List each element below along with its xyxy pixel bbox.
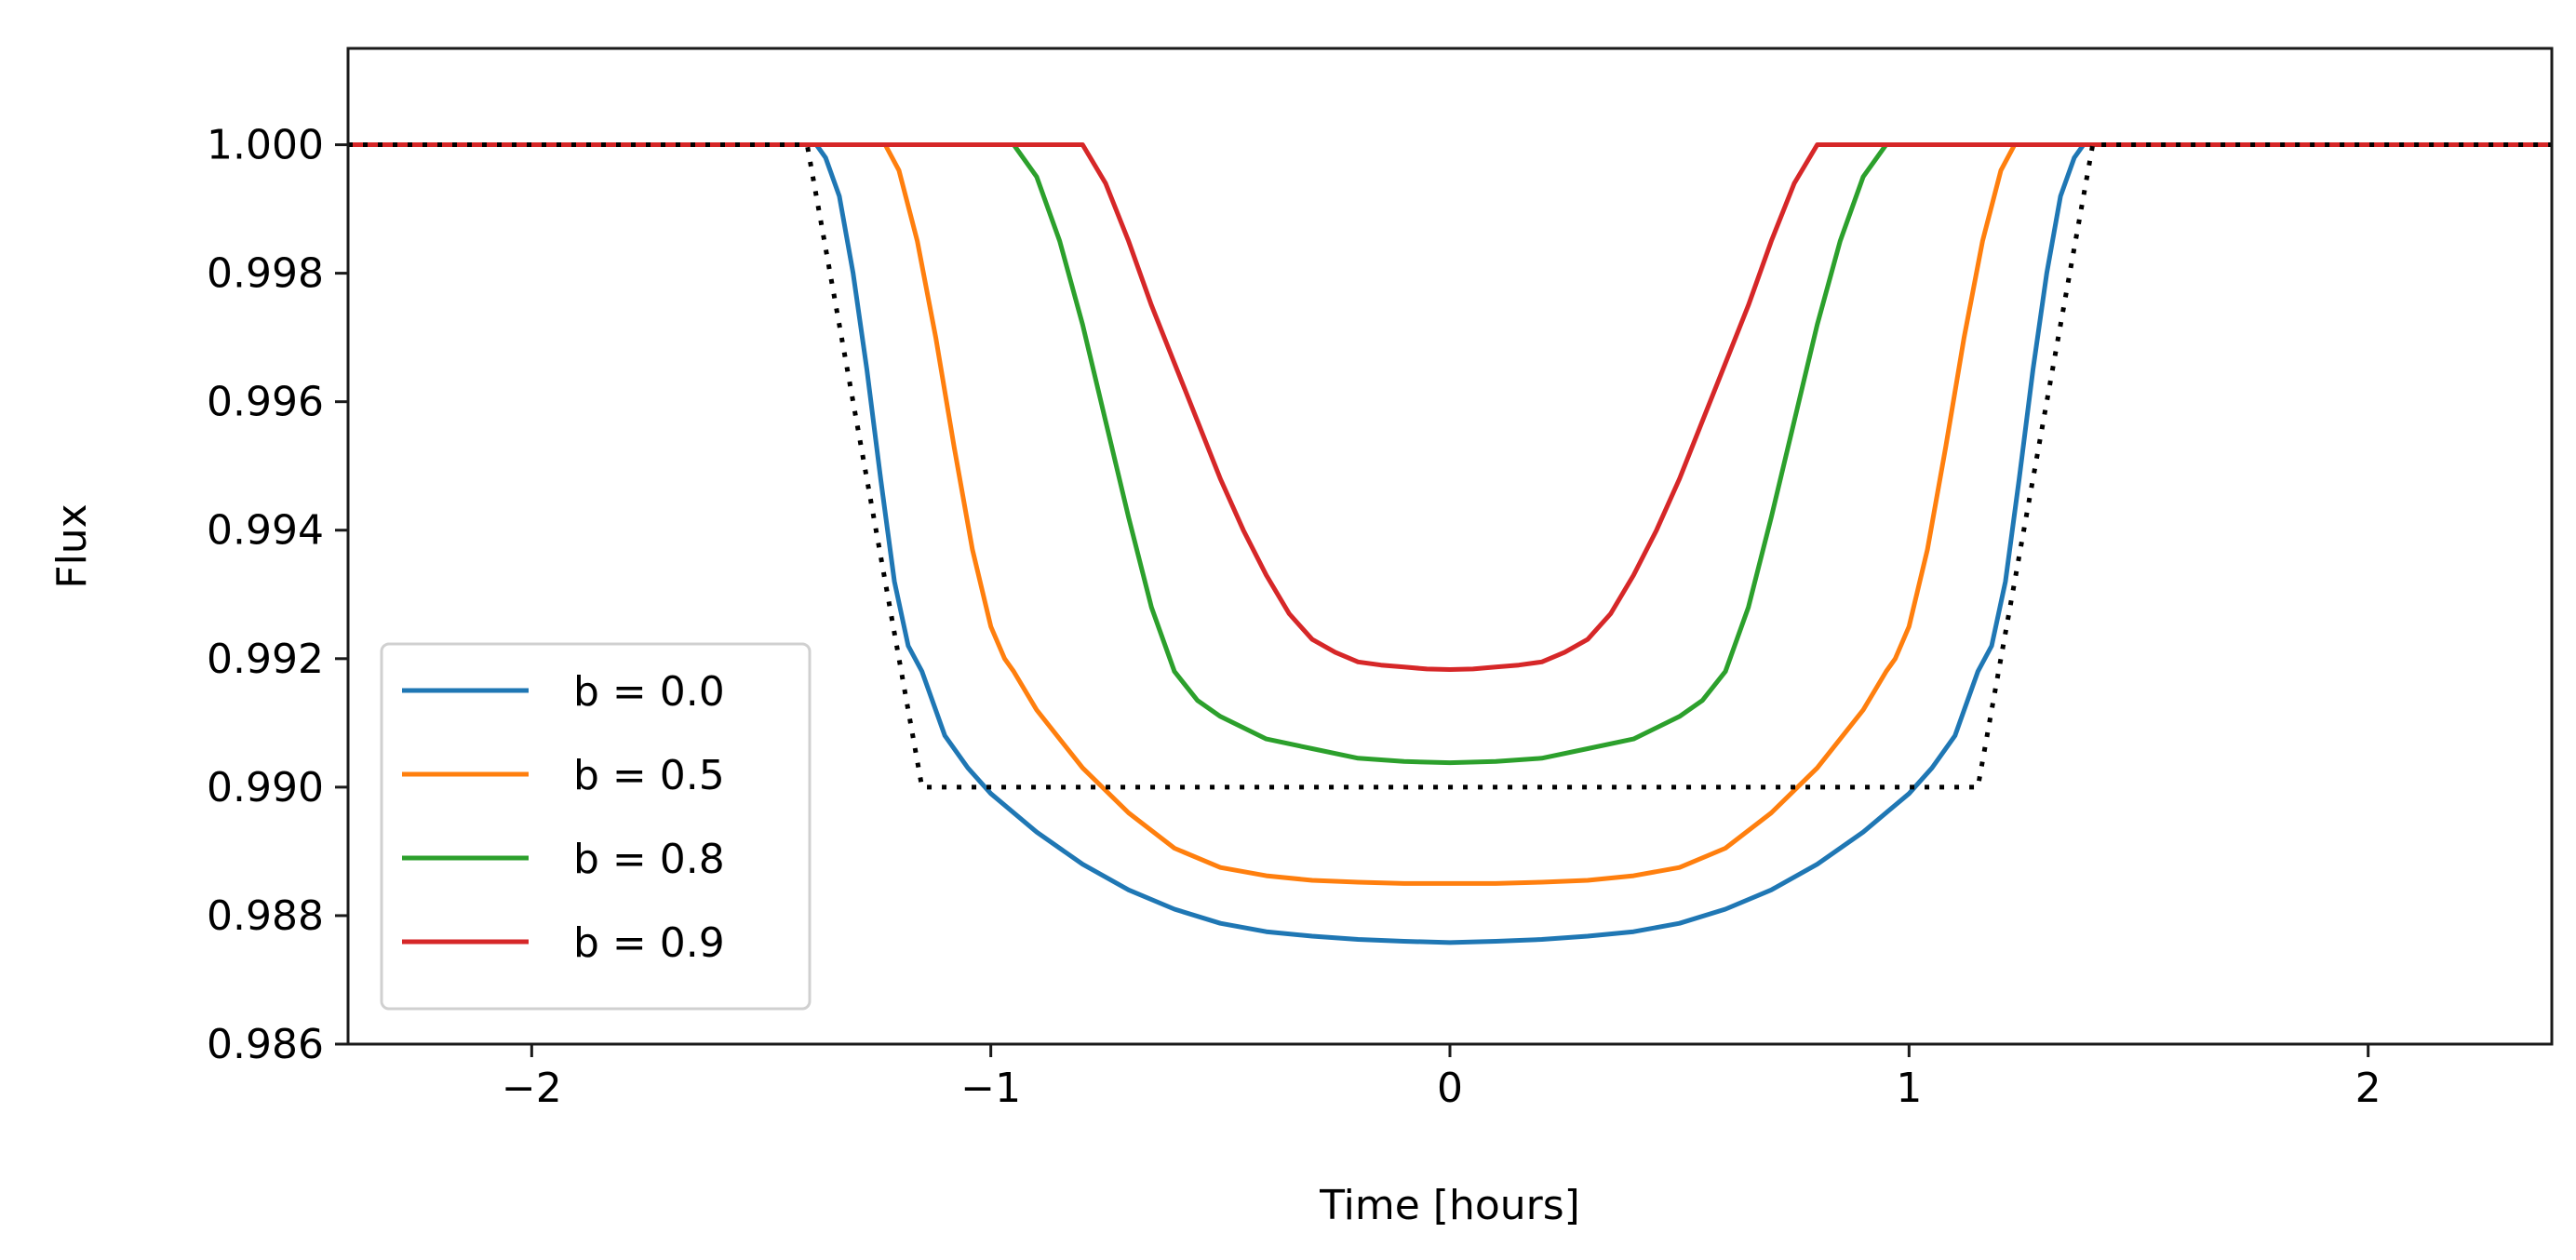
x-tick-label: 1 <box>1896 1065 1922 1112</box>
y-tick-label: 1.000 <box>207 122 324 169</box>
legend-label: b = 0.9 <box>573 919 725 967</box>
legend-label: b = 0.0 <box>573 668 725 716</box>
series-layer <box>348 142 2552 945</box>
x-axis-label: Time [hours] <box>1319 1182 1580 1229</box>
y-tick-label: 0.986 <box>207 1021 324 1068</box>
y-tick-label: 0.998 <box>207 250 324 298</box>
x-tick-label: −2 <box>502 1065 562 1112</box>
series-line-3 <box>348 142 2552 672</box>
legend-label: b = 0.8 <box>573 836 725 883</box>
y-tick-label: 0.990 <box>207 764 324 811</box>
y-axis-label: Flux <box>48 503 96 588</box>
legend-label: b = 0.5 <box>573 752 725 799</box>
ticks-layer: −2 −1 0 1 2 0.986 0.988 0.990 0.992 0.994 0.996 0.9… <box>207 122 2381 1112</box>
legend-box <box>380 642 812 1011</box>
x-tick-label: 0 <box>1437 1065 1463 1112</box>
y-tick-label: 0.996 <box>207 379 324 426</box>
y-tick-label: 0.994 <box>207 507 324 555</box>
x-tick-label: 2 <box>2355 1065 2381 1112</box>
x-tick-label: −1 <box>960 1065 1021 1112</box>
legend: b = 0.0 b = 0.5 b = 0.8 b = 0.9 <box>380 642 812 1011</box>
y-tick-label: 0.992 <box>207 636 324 683</box>
series-line-box-model <box>348 142 2552 790</box>
y-tick-label: 0.988 <box>207 892 324 940</box>
series-line-2 <box>348 142 2552 766</box>
series-line-1 <box>348 142 2552 886</box>
series-line-0 <box>348 142 2552 945</box>
